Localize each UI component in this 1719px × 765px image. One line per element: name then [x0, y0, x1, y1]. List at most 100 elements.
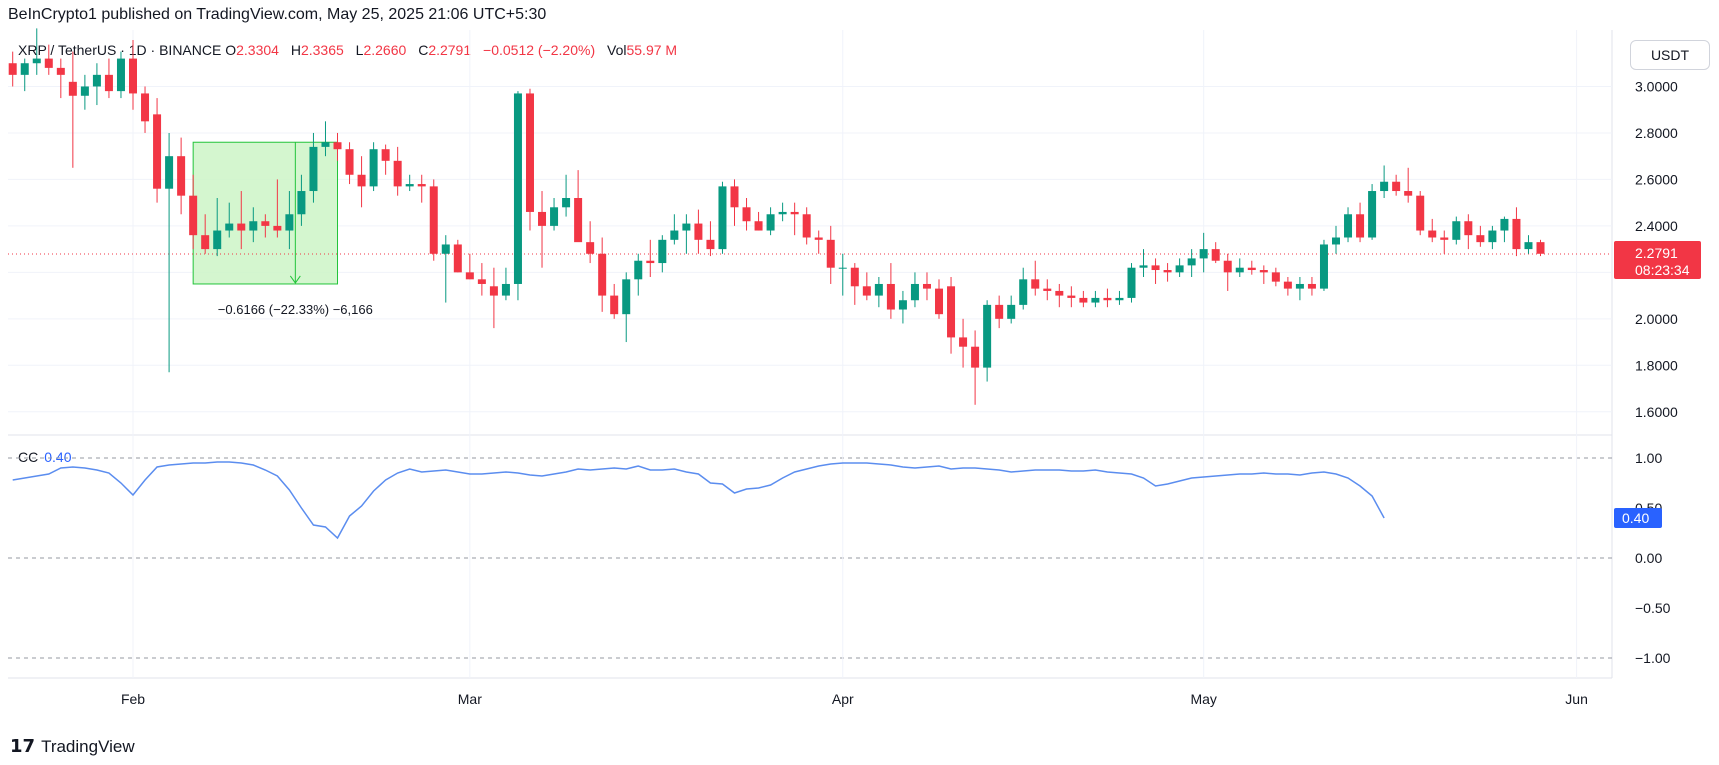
candle-body[interactable] [754, 221, 763, 231]
candle-body[interactable] [586, 242, 595, 254]
candle-body[interactable] [1488, 230, 1497, 243]
candle-body[interactable] [634, 260, 643, 280]
candle-body[interactable] [983, 304, 992, 368]
candle-body[interactable] [838, 267, 847, 269]
candle-body[interactable] [129, 58, 137, 94]
candle-body[interactable] [68, 81, 77, 96]
candle-body[interactable] [1259, 270, 1268, 273]
candle-body[interactable] [501, 283, 510, 296]
candle-body[interactable] [971, 346, 980, 368]
candle-body[interactable] [935, 288, 944, 315]
candle-body[interactable] [1091, 297, 1100, 303]
candle-body[interactable] [598, 253, 607, 296]
candle-body[interactable] [1187, 258, 1196, 266]
candle-body[interactable] [1440, 237, 1449, 240]
cc-label[interactable]: CC [18, 449, 39, 465]
candle-body[interactable] [1332, 237, 1340, 245]
candle-body[interactable] [959, 337, 968, 347]
candle-body[interactable] [237, 223, 246, 231]
candle-body[interactable] [706, 239, 715, 250]
candle-body[interactable] [525, 93, 534, 212]
candle-body[interactable] [1079, 297, 1088, 303]
candle-body[interactable] [189, 195, 198, 236]
candle-body[interactable] [1452, 221, 1461, 240]
candle-body[interactable] [790, 211, 799, 215]
candle-body[interactable] [453, 244, 462, 273]
candle-body[interactable] [309, 146, 318, 192]
candle-body[interactable] [1235, 267, 1244, 273]
candle-body[interactable] [297, 191, 306, 215]
candle-body[interactable] [778, 211, 787, 215]
candle-body[interactable] [1307, 283, 1316, 289]
candle-body[interactable] [802, 214, 811, 238]
candle-body[interactable] [273, 225, 282, 231]
candle-body[interactable] [1055, 290, 1064, 296]
candle-body[interactable] [56, 67, 65, 75]
candle-body[interactable] [610, 295, 619, 315]
candle-body[interactable] [1392, 181, 1401, 192]
candle-body[interactable] [574, 198, 583, 243]
candle-body[interactable] [898, 300, 907, 310]
candle-body[interactable] [886, 283, 895, 310]
candle-body[interactable] [345, 149, 354, 175]
candle-body[interactable] [441, 244, 450, 254]
candle-body[interactable] [261, 221, 270, 226]
candle-body[interactable] [1464, 221, 1473, 236]
candle-body[interactable] [874, 283, 883, 296]
candle-body[interactable] [1524, 242, 1533, 250]
candle-body[interactable] [1043, 288, 1052, 291]
candle-body[interactable] [1163, 270, 1172, 273]
candle-body[interactable] [165, 156, 174, 189]
candle-body[interactable] [1428, 230, 1437, 238]
candle-body[interactable] [1283, 281, 1292, 289]
candle-body[interactable] [1271, 272, 1280, 282]
footer-brand[interactable]: TradingView [41, 736, 135, 756]
candle-body[interactable] [730, 186, 739, 208]
candle-body[interactable] [694, 223, 703, 240]
currency-unit-button[interactable]: USDT [1630, 40, 1710, 70]
candle-body[interactable] [477, 279, 486, 284]
candle-body[interactable] [670, 230, 679, 240]
candle-body[interactable] [92, 74, 101, 87]
candle-body[interactable] [1247, 267, 1256, 271]
candle-body[interactable] [32, 58, 41, 64]
candle-body[interactable] [1368, 191, 1377, 238]
candle-body[interactable] [1319, 244, 1328, 289]
candle-body[interactable] [922, 283, 931, 289]
candle-body[interactable] [1211, 249, 1220, 261]
candle-body[interactable] [682, 223, 691, 231]
candle-body[interactable] [1416, 195, 1425, 231]
candle-body[interactable] [20, 63, 29, 75]
candle-body[interactable] [44, 58, 53, 68]
candle-body[interactable] [1139, 265, 1148, 268]
candle-body[interactable] [718, 186, 727, 250]
candle-body[interactable] [562, 198, 571, 208]
candle-body[interactable] [862, 286, 871, 296]
candle-body[interactable] [1199, 249, 1208, 259]
candle-body[interactable] [513, 93, 522, 284]
candle-body[interactable] [1031, 279, 1040, 289]
candle-body[interactable] [1127, 267, 1136, 298]
candle-body[interactable] [1103, 297, 1112, 301]
tradingview-logo-icon[interactable]: 𝟭𝟳 [10, 736, 36, 756]
candle-body[interactable] [153, 114, 162, 189]
candle-body[interactable] [333, 142, 342, 150]
candle-body[interactable] [1151, 265, 1160, 271]
candle-body[interactable] [429, 186, 438, 254]
candle-body[interactable] [814, 237, 823, 240]
candle-body[interactable] [646, 260, 655, 264]
candle-body[interactable] [1536, 242, 1545, 254]
candle-body[interactable] [489, 286, 498, 296]
candle-body[interactable] [321, 142, 330, 147]
candle-body[interactable] [141, 93, 150, 122]
candle-body[interactable] [417, 184, 426, 187]
candle-body[interactable] [1067, 295, 1076, 298]
candle-body[interactable] [850, 267, 859, 287]
candle-body[interactable] [1356, 214, 1365, 238]
candle-body[interactable] [1007, 304, 1016, 319]
candle-body[interactable] [116, 58, 125, 92]
candle-body[interactable] [369, 149, 378, 187]
candle-body[interactable] [80, 86, 89, 96]
candle-body[interactable] [465, 272, 474, 280]
candle-body[interactable] [225, 223, 234, 231]
